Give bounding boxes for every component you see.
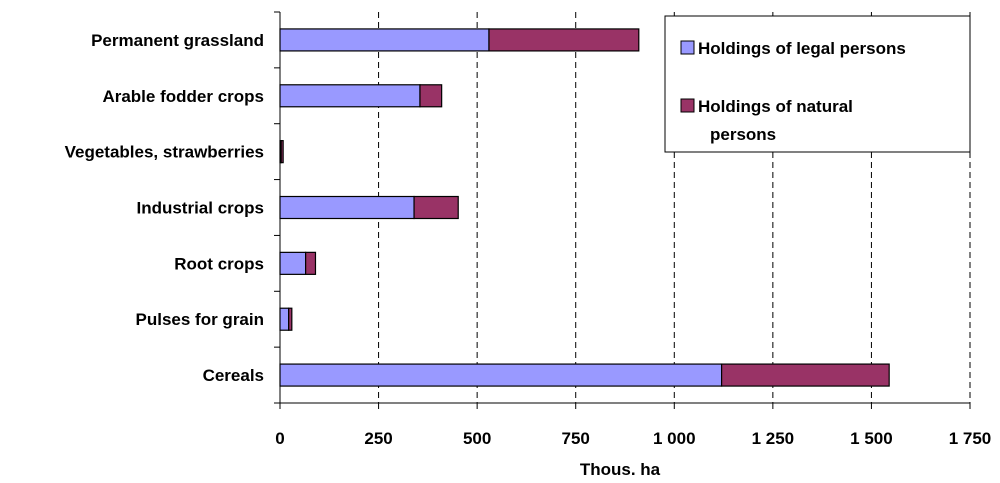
- bar-5-series-1: [288, 307, 293, 331]
- category-label-4: Root crops: [174, 254, 264, 273]
- bar-6-series-1: [720, 363, 890, 387]
- bar-0-series-1: [488, 28, 640, 52]
- x-tick-label-7: 1 750: [949, 429, 992, 448]
- bars: [279, 28, 890, 387]
- legend-label-legal: Holdings of legal persons: [698, 39, 906, 58]
- bar-4-series-1: [305, 251, 317, 275]
- legend-swatch-legal: [680, 40, 695, 55]
- category-label-3: Industrial crops: [136, 199, 264, 218]
- category-label-0: Permanent grassland: [91, 31, 264, 50]
- bar-5-series-0: [279, 307, 290, 331]
- x-axis-title: Thous. ha: [580, 460, 661, 479]
- category-labels: Permanent grassland Arable fodder crops Ve…: [65, 31, 264, 385]
- x-tick-label-2: 500: [463, 429, 491, 448]
- legend-box: [664, 15, 971, 153]
- axes: [274, 11, 971, 409]
- category-label-6: Cereals: [203, 366, 264, 385]
- legend-swatch-natural: [680, 98, 695, 113]
- legend: Holdings of legal persons Holdings of na…: [664, 15, 971, 153]
- x-tick-label-1: 250: [364, 429, 392, 448]
- x-tick-label-5: 1 250: [752, 429, 795, 448]
- bar-1-series-1: [419, 84, 443, 108]
- legend-label-natural-line2: persons: [710, 125, 776, 144]
- x-tick-label-3: 750: [562, 429, 590, 448]
- bar-1-series-0: [279, 84, 421, 108]
- x-tick-label-4: 1 000: [653, 429, 696, 448]
- bar-3-series-1: [413, 195, 459, 220]
- category-label-5: Pulses for grain: [136, 310, 264, 329]
- x-tick-label-0: 0: [275, 429, 284, 448]
- bar-6-series-0: [279, 363, 723, 387]
- bar-4-series-0: [279, 251, 307, 275]
- category-label-1: Arable fodder crops: [102, 87, 264, 106]
- legend-label-natural-line1: Holdings of natural: [698, 97, 853, 116]
- x-tick-labels: 0 250 500 750 1 000 1 250 1 500 1 750: [275, 429, 991, 448]
- bar-3-series-0: [279, 195, 415, 220]
- category-label-2: Vegetables, strawberries: [65, 143, 264, 162]
- x-tick-label-6: 1 500: [850, 429, 893, 448]
- bar-0-series-0: [279, 28, 490, 52]
- bar-2-series-1: [280, 140, 284, 164]
